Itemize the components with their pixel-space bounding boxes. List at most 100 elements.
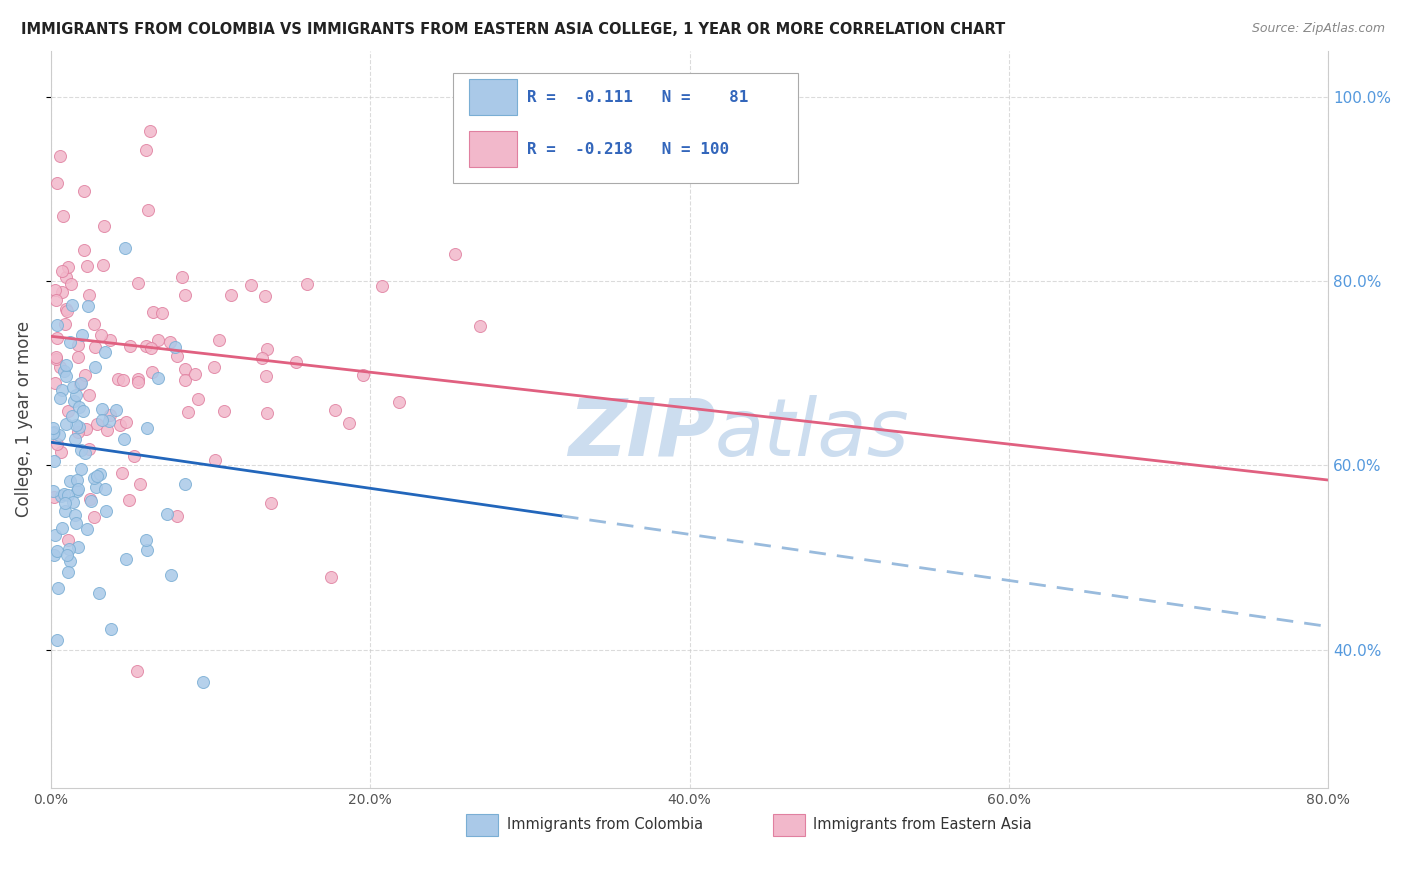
Point (42, 425, 65, 439)
Point (55, 304, 77, 318)
Point (112, 373, 135, 387)
Point (177, 405, 200, 419)
Point (96, 423, 118, 437)
FancyBboxPatch shape (773, 814, 804, 836)
Point (165, 340, 187, 354)
Point (146, 333, 169, 347)
Point (49, 391, 72, 405)
Point (53, 504, 76, 518)
FancyBboxPatch shape (467, 814, 498, 836)
Point (468, 318, 491, 333)
Text: atlas: atlas (716, 395, 910, 473)
Point (51, 264, 73, 278)
Point (127, 375, 149, 389)
Point (77, 442, 100, 456)
Point (65, 417, 87, 432)
Point (108, 418, 131, 433)
Point (90, 327, 112, 342)
Point (76, 299, 98, 313)
Point (44, 528, 66, 542)
Point (59, 474, 82, 488)
Point (100, 622, 122, 636)
Point (141, 365, 163, 379)
Point (44, 283, 66, 297)
Point (73, 243, 96, 257)
Point (202, 359, 225, 374)
Point (146, 371, 169, 385)
Point (156, 507, 179, 521)
Point (73, 368, 96, 382)
Point (51, 285, 73, 300)
Point (100, 333, 122, 347)
Point (60, 277, 83, 291)
Point (219, 287, 242, 301)
Point (77, 388, 100, 402)
Point (45, 632, 67, 647)
Point (69, 443, 91, 458)
Point (51, 521, 73, 535)
Text: Immigrants from Colombia: Immigrants from Colombia (508, 817, 703, 832)
Point (260, 496, 283, 510)
Point (48, 428, 70, 442)
Point (77, 287, 100, 301)
Point (44, 490, 66, 504)
Point (127, 371, 149, 385)
Text: R =  -0.111   N =    81: R = -0.111 N = 81 (527, 89, 749, 104)
Point (256, 406, 278, 420)
Point (114, 241, 136, 255)
Point (159, 334, 181, 349)
Point (58, 533, 80, 547)
Y-axis label: College, 1 year or more: College, 1 year or more (15, 321, 32, 517)
Point (69, 462, 91, 476)
Point (53, 317, 76, 331)
Text: Immigrants from Eastern Asia: Immigrants from Eastern Asia (814, 817, 1032, 832)
Point (45, 351, 67, 366)
Point (388, 395, 411, 409)
Point (319, 570, 342, 584)
Point (174, 373, 197, 387)
Point (55, 368, 77, 383)
Point (135, 543, 157, 558)
Point (174, 288, 197, 302)
Point (173, 362, 195, 376)
Point (67, 337, 90, 351)
Point (56, 404, 79, 418)
Point (89, 467, 111, 482)
Point (83, 470, 105, 484)
Point (45, 544, 67, 558)
Point (253, 288, 276, 302)
Point (75, 421, 97, 435)
Point (42, 454, 65, 468)
Point (352, 368, 374, 382)
Point (86, 417, 108, 432)
Point (371, 279, 394, 293)
Point (135, 143, 157, 157)
Point (240, 278, 263, 293)
Point (59, 334, 82, 349)
Point (42, 421, 65, 435)
Point (83, 317, 105, 331)
Point (55, 358, 77, 372)
Point (80, 494, 103, 508)
Point (66, 425, 89, 440)
Point (65, 473, 87, 487)
Point (44, 376, 66, 391)
Point (66, 540, 89, 554)
Point (184, 367, 207, 381)
Point (105, 403, 128, 417)
Point (98, 408, 121, 422)
Point (295, 277, 318, 291)
Point (212, 404, 235, 418)
Point (55, 302, 77, 317)
Point (98, 414, 121, 428)
Point (56, 565, 79, 579)
Point (86, 479, 108, 493)
Point (83, 509, 105, 524)
Point (53, 496, 76, 510)
Point (69, 376, 91, 390)
Point (79, 492, 101, 507)
Point (90, 413, 112, 427)
Point (46, 331, 69, 345)
Point (62, 379, 84, 393)
Point (127, 277, 149, 291)
